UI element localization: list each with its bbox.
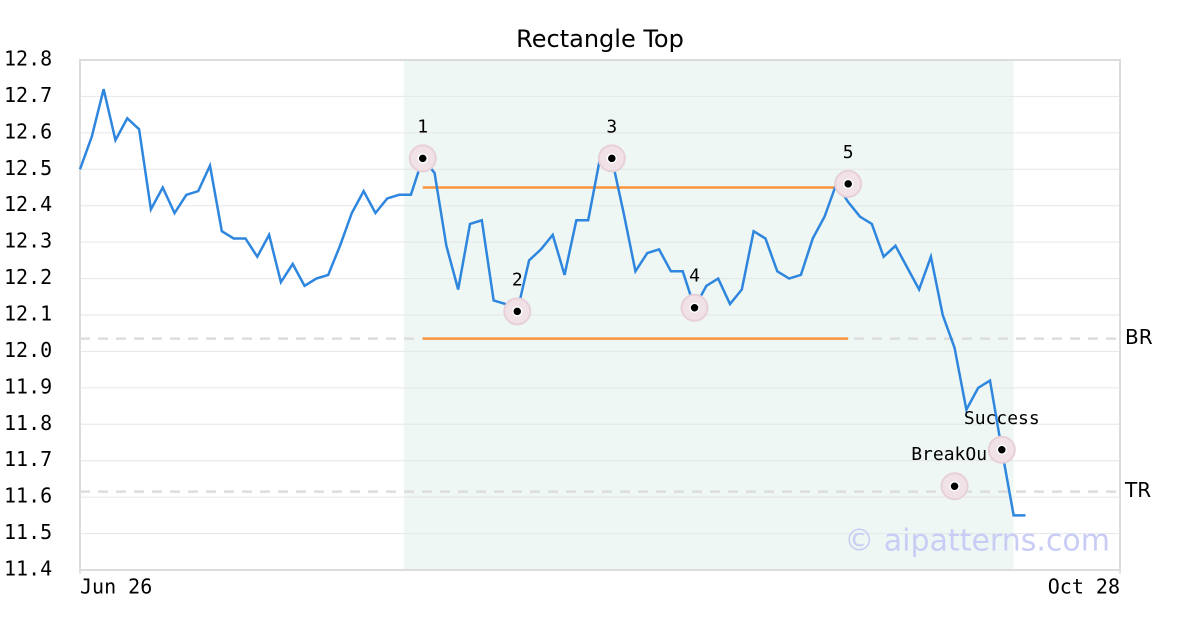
marker-label: 2 <box>512 269 523 290</box>
marker-dot <box>417 153 428 164</box>
y-tick-label: 12.6 <box>4 119 52 143</box>
marker-label: BreakOut <box>911 444 998 465</box>
y-tick-label: 12.4 <box>4 192 52 216</box>
watermark: © aipatterns.com <box>844 524 1110 559</box>
y-tick-label: 11.7 <box>4 447 52 471</box>
marker-dot <box>606 153 618 164</box>
marker-dot <box>949 480 960 492</box>
y-tick-label: 12.2 <box>4 265 52 289</box>
y-tick-label: 11.4 <box>4 557 52 581</box>
marker-label: 1 <box>417 116 428 137</box>
level-label: TR <box>1124 478 1151 502</box>
y-tick-label: 11.8 <box>4 411 52 435</box>
y-tick-label: 12.0 <box>4 338 52 362</box>
y-tick-label: 12.1 <box>4 302 52 326</box>
price-line <box>78 88 1026 517</box>
marker-dot <box>689 302 700 313</box>
marker-label: 5 <box>843 142 854 163</box>
y-tick-label: 12.7 <box>4 83 52 107</box>
level-label: BR <box>1125 325 1153 349</box>
y-tick-label: 11.6 <box>4 484 52 508</box>
x-tick-label: Oct 28 <box>1048 575 1120 599</box>
marker-label: Success <box>964 408 1040 429</box>
marker-label: 4 <box>689 266 700 287</box>
y-tick-label: 11.9 <box>4 374 52 398</box>
marker-dot <box>512 306 523 317</box>
y-tick-label: 12.3 <box>4 229 52 253</box>
y-tick-label: 12.5 <box>4 156 52 180</box>
marker-dot <box>842 178 854 190</box>
chart-title: Rectangle Top <box>516 25 684 53</box>
plot-frame <box>79 59 1121 571</box>
marker-label: 3 <box>606 116 617 137</box>
y-tick-label: 11.5 <box>4 520 52 544</box>
marker-dot <box>996 444 1008 456</box>
x-tick-label: Jun 26 <box>80 575 152 599</box>
y-tick-label: 12.8 <box>4 47 52 71</box>
